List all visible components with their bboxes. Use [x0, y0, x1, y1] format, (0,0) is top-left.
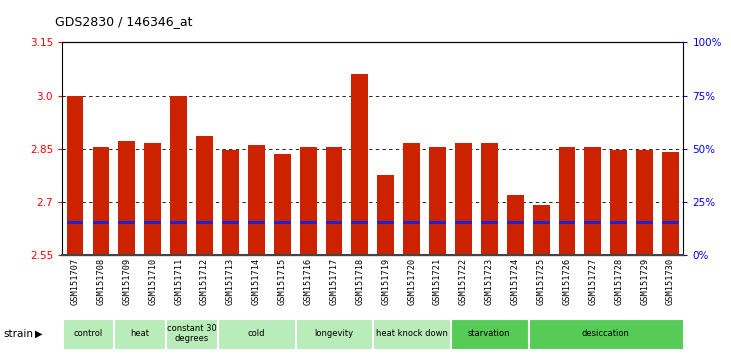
- Bar: [170, 96, 187, 255]
- Text: control: control: [73, 329, 102, 338]
- Text: cold: cold: [248, 329, 265, 338]
- Bar: [274, 221, 291, 224]
- Bar: [558, 221, 575, 224]
- Bar: [325, 221, 342, 224]
- Bar: [455, 143, 471, 255]
- Bar: [481, 143, 498, 255]
- FancyBboxPatch shape: [218, 319, 295, 349]
- Bar: [118, 141, 135, 255]
- Bar: [248, 145, 265, 255]
- Text: GSM151730: GSM151730: [666, 258, 675, 305]
- Bar: [144, 221, 161, 224]
- FancyBboxPatch shape: [115, 319, 165, 349]
- Bar: [636, 150, 653, 255]
- Bar: [404, 221, 420, 224]
- Bar: [533, 221, 550, 224]
- Text: ▶: ▶: [35, 329, 42, 339]
- Text: GSM151726: GSM151726: [562, 258, 572, 305]
- Text: GSM151715: GSM151715: [278, 258, 287, 305]
- Bar: [585, 221, 602, 224]
- Text: GSM151718: GSM151718: [355, 258, 364, 305]
- Bar: [610, 150, 627, 255]
- Text: GSM151719: GSM151719: [382, 258, 390, 305]
- Text: GDS2830 / 146346_at: GDS2830 / 146346_at: [55, 15, 192, 28]
- Bar: [610, 221, 627, 224]
- Bar: [93, 147, 110, 255]
- FancyBboxPatch shape: [529, 319, 683, 349]
- Bar: [662, 152, 679, 255]
- Bar: [404, 143, 420, 255]
- Bar: [377, 175, 394, 255]
- Bar: [429, 147, 446, 255]
- Bar: [377, 221, 394, 224]
- Bar: [248, 221, 265, 224]
- FancyBboxPatch shape: [374, 319, 450, 349]
- Text: constant 30
degrees: constant 30 degrees: [167, 324, 216, 343]
- Bar: [93, 221, 110, 224]
- Bar: [429, 221, 446, 224]
- Text: GSM151725: GSM151725: [537, 258, 545, 305]
- Text: GSM151710: GSM151710: [148, 258, 157, 305]
- Text: GSM151728: GSM151728: [614, 258, 624, 305]
- Text: GSM151721: GSM151721: [433, 258, 442, 305]
- Bar: [222, 221, 239, 224]
- FancyBboxPatch shape: [166, 319, 217, 349]
- Bar: [196, 136, 213, 255]
- Text: GSM151717: GSM151717: [330, 258, 338, 305]
- Text: GSM151711: GSM151711: [174, 258, 183, 305]
- Bar: [585, 147, 602, 255]
- FancyBboxPatch shape: [295, 319, 372, 349]
- Text: GSM151707: GSM151707: [71, 258, 80, 305]
- Bar: [222, 150, 239, 255]
- Bar: [274, 154, 291, 255]
- Bar: [196, 221, 213, 224]
- Text: GSM151712: GSM151712: [200, 258, 209, 305]
- Text: GSM151727: GSM151727: [588, 258, 597, 305]
- FancyBboxPatch shape: [451, 319, 528, 349]
- Bar: [507, 195, 523, 255]
- Text: GSM151722: GSM151722: [459, 258, 468, 305]
- Text: strain: strain: [4, 329, 34, 339]
- Text: starvation: starvation: [468, 329, 510, 338]
- Bar: [118, 221, 135, 224]
- Bar: [507, 221, 523, 224]
- Bar: [325, 147, 342, 255]
- FancyBboxPatch shape: [63, 319, 113, 349]
- Text: GSM151724: GSM151724: [511, 258, 520, 305]
- Text: GSM151716: GSM151716: [303, 258, 313, 305]
- Bar: [533, 205, 550, 255]
- Text: heat knock down: heat knock down: [376, 329, 447, 338]
- Bar: [636, 221, 653, 224]
- Text: GSM151713: GSM151713: [226, 258, 235, 305]
- Bar: [144, 143, 161, 255]
- Bar: [170, 221, 187, 224]
- Bar: [352, 221, 368, 224]
- Text: desiccation: desiccation: [582, 329, 629, 338]
- Bar: [67, 96, 83, 255]
- Bar: [558, 147, 575, 255]
- Bar: [352, 74, 368, 255]
- Text: GSM151709: GSM151709: [122, 258, 132, 305]
- Text: heat: heat: [130, 329, 149, 338]
- Bar: [67, 221, 83, 224]
- Text: GSM151714: GSM151714: [251, 258, 261, 305]
- Bar: [455, 221, 471, 224]
- Text: GSM151723: GSM151723: [485, 258, 494, 305]
- Bar: [662, 221, 679, 224]
- Bar: [300, 147, 317, 255]
- Bar: [481, 221, 498, 224]
- Text: GSM151720: GSM151720: [407, 258, 416, 305]
- Bar: [300, 221, 317, 224]
- Text: GSM151729: GSM151729: [640, 258, 649, 305]
- Text: GSM151708: GSM151708: [96, 258, 105, 305]
- Text: longevity: longevity: [314, 329, 354, 338]
